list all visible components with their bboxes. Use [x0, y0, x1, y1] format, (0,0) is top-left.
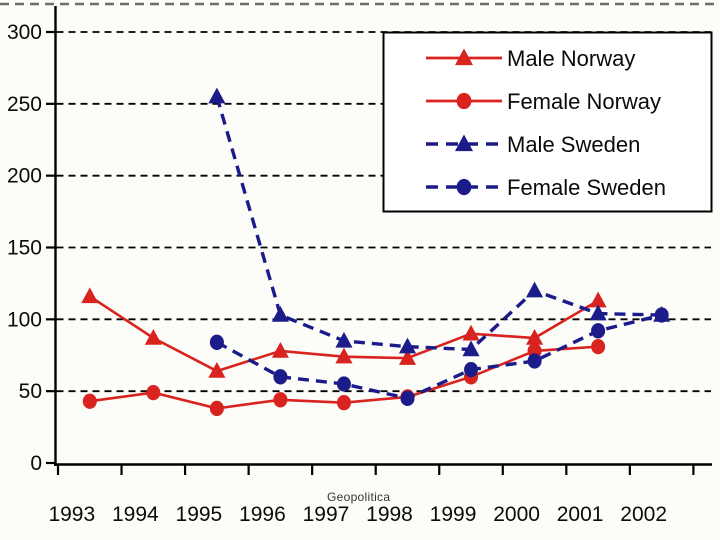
marker-male-sweden	[208, 87, 226, 104]
marker-female-sweden	[591, 323, 606, 339]
legend-item-male-sweden: Male Sweden	[426, 132, 640, 157]
marker-male-norway	[589, 291, 607, 308]
legend-marker-triangle	[454, 134, 474, 152]
marker-female-sweden	[464, 361, 479, 378]
marker-female-norway	[209, 400, 224, 417]
y-axis-label-200: 200	[7, 165, 42, 188]
marker-female-norway	[591, 338, 606, 355]
marker-female-sweden	[654, 307, 669, 323]
legend-label-male-sweden: Male Sweden	[507, 132, 640, 157]
x-axis-label-1999: 1999	[430, 503, 477, 526]
x-axis-label-1993: 1993	[48, 503, 95, 526]
y-axis-label-150: 150	[7, 237, 42, 260]
marker-female-norway	[146, 384, 161, 401]
legend-marker-triangle	[454, 48, 474, 66]
marker-male-norway	[271, 341, 289, 358]
x-axis-label-1996: 1996	[239, 503, 286, 526]
legend-box	[382, 31, 713, 213]
marker-female-sweden	[336, 376, 351, 392]
marker-male-sweden	[526, 281, 544, 298]
x-axis-label-2001: 2001	[557, 503, 604, 526]
series-line-male-sweden	[215, 96, 662, 352]
legend-label-female-norway: Female Norway	[507, 89, 661, 114]
legend-label-female-sweden: Female Sweden	[507, 175, 666, 200]
legend-item-female-sweden: Female Sweden	[426, 175, 666, 200]
series-line-female-sweden	[216, 313, 663, 401]
legend-marker-circle	[456, 92, 472, 110]
x-axis-label-1994: 1994	[112, 503, 159, 526]
legend-label-male-norway: Male Norway	[507, 46, 635, 71]
marker-male-norway	[144, 329, 162, 345]
legend-item-female-norway: Female Norway	[426, 89, 661, 114]
marker-male-norway	[398, 349, 417, 365]
marker-male-norway	[526, 329, 544, 345]
marker-male-sweden	[462, 340, 480, 357]
marker-male-norway	[208, 362, 226, 378]
marker-female-sweden	[400, 390, 415, 406]
marker-female-norway	[82, 393, 97, 409]
y-axis-label-0: 0	[30, 452, 42, 475]
y-axis-label-100: 100	[7, 308, 42, 331]
watermark: Geopolitica	[327, 490, 391, 504]
marker-male-norway	[81, 287, 99, 304]
marker-male-norway	[462, 324, 480, 341]
marker-female-norway	[273, 392, 288, 408]
marker-female-sweden	[527, 353, 542, 369]
x-axis-label-1995: 1995	[176, 503, 223, 526]
marker-female-norway	[336, 395, 351, 411]
marker-male-sweden	[398, 337, 417, 354]
marker-female-sweden	[209, 334, 224, 350]
x-axis-label-2002: 2002	[620, 503, 667, 526]
marker-male-sweden	[589, 304, 607, 321]
marker-male-sweden	[271, 306, 289, 322]
legend-marker-circle	[456, 178, 472, 196]
x-axis-label-1997: 1997	[303, 503, 350, 526]
y-axis-label-250: 250	[7, 93, 42, 116]
y-axis-label-300: 300	[7, 21, 42, 44]
legend-item-male-norway: Male Norway	[426, 46, 635, 71]
marker-male-sweden	[335, 331, 353, 348]
marker-male-norway	[335, 347, 353, 364]
x-axis-label-1998: 1998	[366, 503, 413, 526]
x-axis-label-2000: 2000	[493, 503, 540, 526]
marker-female-sweden	[273, 369, 288, 385]
y-axis-label-50: 50	[19, 380, 42, 403]
